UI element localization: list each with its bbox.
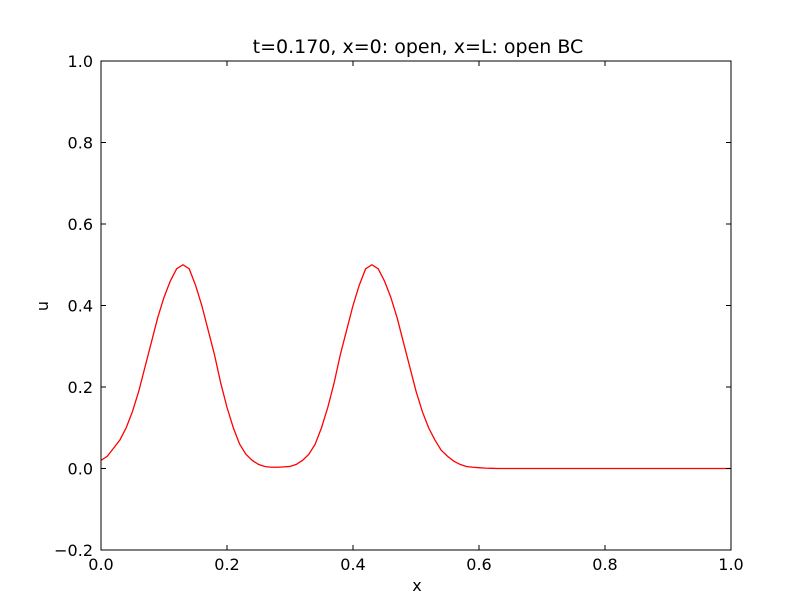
y-tick-label: −0.2 <box>54 541 93 560</box>
ticks-layer: 0.0 0.2 0.4 0.6 0.8 1.0−0.20.00.20.40.60.81.0 <box>54 52 744 574</box>
x-tick-label: 0.0 <box>88 555 113 574</box>
series-line-0 <box>101 263 731 470</box>
x-axis-label: x <box>412 576 421 595</box>
x-tick-label: 0.8 <box>592 555 617 574</box>
x-tick-label: 0.6 <box>466 555 491 574</box>
x-tick-label: 1.0 <box>718 555 743 574</box>
chart-title: t=0.170, x=0: open, x=L: open BC <box>253 36 584 58</box>
y-tick-label: 0.8 <box>68 134 93 153</box>
y-tick-label: 0.0 <box>68 460 93 479</box>
y-axis-label: u <box>33 301 52 311</box>
x-tick-label: 0.2 <box>214 555 239 574</box>
y-tick-label: 0.4 <box>68 297 93 316</box>
y-tick-label: 0.6 <box>68 215 93 234</box>
x-tick-label: 0.4 <box>340 555 365 574</box>
y-tick-label: 0.2 <box>68 378 93 397</box>
y-tick-label: 1.0 <box>68 52 93 71</box>
series-layer <box>101 263 731 470</box>
